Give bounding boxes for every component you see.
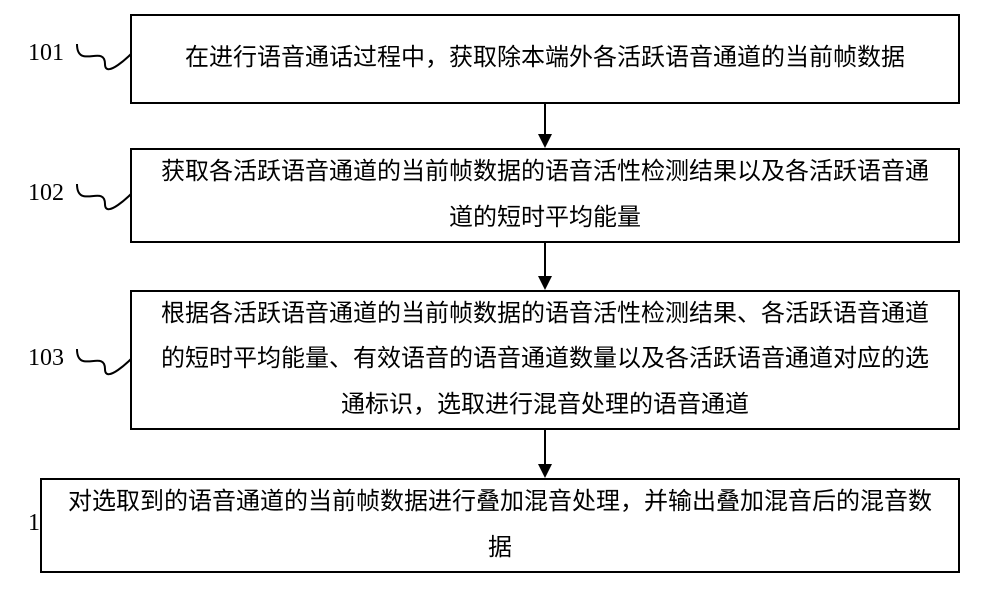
step-box-2: 获取各活跃语音通道的当前帧数据的语音活性检测结果以及各活跃语音通道的短时平均能量 (130, 148, 960, 243)
step-label-2: 102 (28, 180, 64, 207)
curl-connector-1 (75, 40, 133, 76)
step-text-4: 对选取到的语音通道的当前帧数据进行叠加混音处理，并输出叠加混音后的混音数据 (62, 480, 938, 571)
arrow-2-3 (535, 243, 555, 292)
step-text-2: 获取各活跃语音通道的当前帧数据的语音活性检测结果以及各活跃语音通道的短时平均能量 (152, 150, 938, 241)
step-label-3: 103 (28, 345, 64, 372)
flowchart-container: 101 在进行语音通话过程中，获取除本端外各活跃语音通道的当前帧数据 102 获… (0, 0, 1000, 612)
step-box-4: 对选取到的语音通道的当前帧数据进行叠加混音处理，并输出叠加混音后的混音数据 (40, 478, 960, 573)
step-text-1: 在进行语音通话过程中，获取除本端外各活跃语音通道的当前帧数据 (185, 36, 905, 82)
step-box-1: 在进行语音通话过程中，获取除本端外各活跃语音通道的当前帧数据 (130, 14, 960, 104)
step-text-3: 根据各活跃语音通道的当前帧数据的语音活性检测结果、各活跃语音通道的短时平均能量、… (152, 292, 938, 429)
curl-connector-3 (75, 345, 133, 381)
arrow-1-2 (535, 104, 555, 150)
step-box-3: 根据各活跃语音通道的当前帧数据的语音活性检测结果、各活跃语音通道的短时平均能量、… (130, 290, 960, 430)
curl-connector-2 (75, 180, 133, 216)
arrow-3-4 (535, 430, 555, 480)
step-label-1: 101 (28, 40, 64, 67)
